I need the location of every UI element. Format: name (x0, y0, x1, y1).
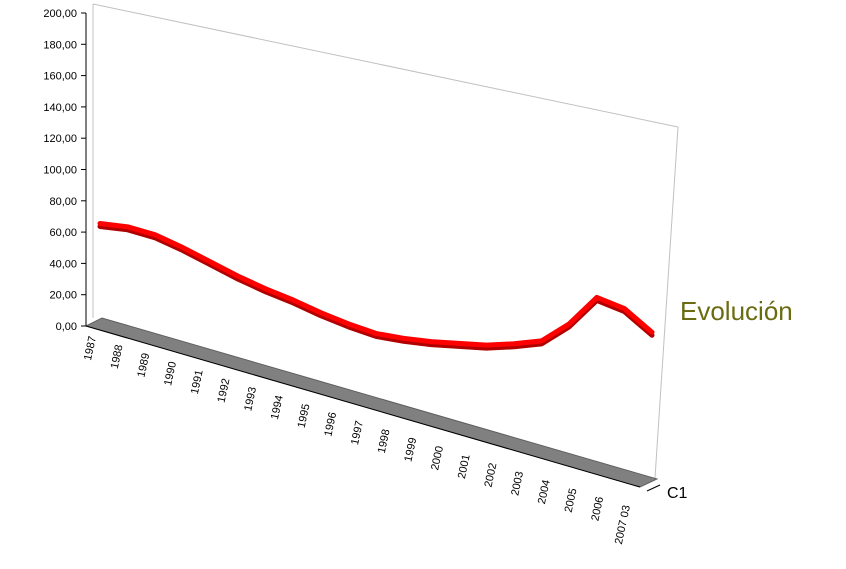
x-tick-label: 1988 (109, 344, 126, 370)
data-point (540, 339, 543, 342)
data-point (237, 275, 239, 278)
y-tick-label: 200,00 (43, 8, 77, 20)
x-tick-label: 2001 (456, 453, 473, 479)
x-tick-label: 1994 (269, 394, 286, 420)
data-point (485, 344, 488, 347)
x-tick-label: 1987 (82, 335, 99, 361)
y-tick-label: 80,00 (49, 196, 77, 208)
y-tick-label: 140,00 (43, 102, 77, 114)
data-point (292, 298, 295, 301)
data-point (402, 337, 405, 340)
data-point (126, 225, 129, 228)
data-point (319, 311, 322, 314)
data-point (457, 342, 460, 345)
x-tick-label: 1992 (216, 377, 233, 403)
x-tick-label: 2000 (429, 445, 446, 471)
x-tick-label: 1998 (376, 428, 393, 454)
data-point (595, 296, 598, 299)
data-point (209, 260, 212, 263)
y-tick-label: 60,00 (49, 227, 77, 239)
depth-axis-label: C1 (667, 485, 688, 502)
x-tick-label: 2007 03 (613, 504, 633, 545)
data-point (181, 246, 184, 249)
data-point (623, 307, 626, 310)
x-tick-label: 1993 (242, 386, 259, 412)
x-tick-label: 2006 (589, 496, 606, 522)
y-axis: 0,00 20,00 40,00 60,00 80,00 100,00 120,00 140,… (43, 8, 87, 333)
series-group (97, 220, 655, 351)
depth-axis-tick (646, 484, 661, 492)
x-tick-label: 1990 (162, 360, 179, 386)
series-line-shadow (97, 223, 655, 351)
y-tick-label: 40,00 (49, 258, 77, 270)
y-tick-label: 120,00 (43, 133, 77, 145)
y-tick-label: 20,00 (49, 290, 77, 302)
x-tick-label: 1997 (349, 420, 366, 446)
data-point (651, 331, 653, 334)
y-tick-label: 100,00 (43, 165, 77, 177)
y-tick-label: 180,00 (43, 39, 77, 51)
data-point (99, 222, 101, 225)
x-axis-line (85, 325, 641, 488)
x-tick-label: 1995 (296, 403, 313, 429)
x-axis: 1987 1988 1989 1990 1991 1992 1993 1994 1995 1996… (82, 325, 641, 546)
x-tick-label: 2003 (509, 470, 526, 496)
x-tick-label: 2004 (536, 479, 553, 505)
data-point (264, 287, 267, 290)
x-tick-label: 1996 (322, 411, 339, 437)
data-point (154, 233, 157, 236)
data-point (568, 322, 571, 325)
x-tick-label: 1989 (136, 352, 153, 378)
data-point (430, 340, 433, 343)
back-wall-right-edge (654, 126, 679, 479)
chart-floor (84, 317, 659, 488)
x-tick-label: 1999 (403, 437, 420, 463)
y-tick-label: 0,00 (56, 321, 77, 333)
data-point (375, 332, 377, 335)
x-tick-label: 1991 (189, 369, 206, 395)
back-wall-top-edge (92, 3, 679, 128)
series-label: Evolución (680, 296, 793, 326)
x-tick-label: 2002 (483, 462, 500, 488)
data-point (347, 322, 350, 325)
x-tick-label: 2005 (563, 487, 580, 513)
back-wall (92, 3, 679, 479)
y-tick-label: 160,00 (43, 71, 77, 83)
data-point (513, 342, 515, 345)
